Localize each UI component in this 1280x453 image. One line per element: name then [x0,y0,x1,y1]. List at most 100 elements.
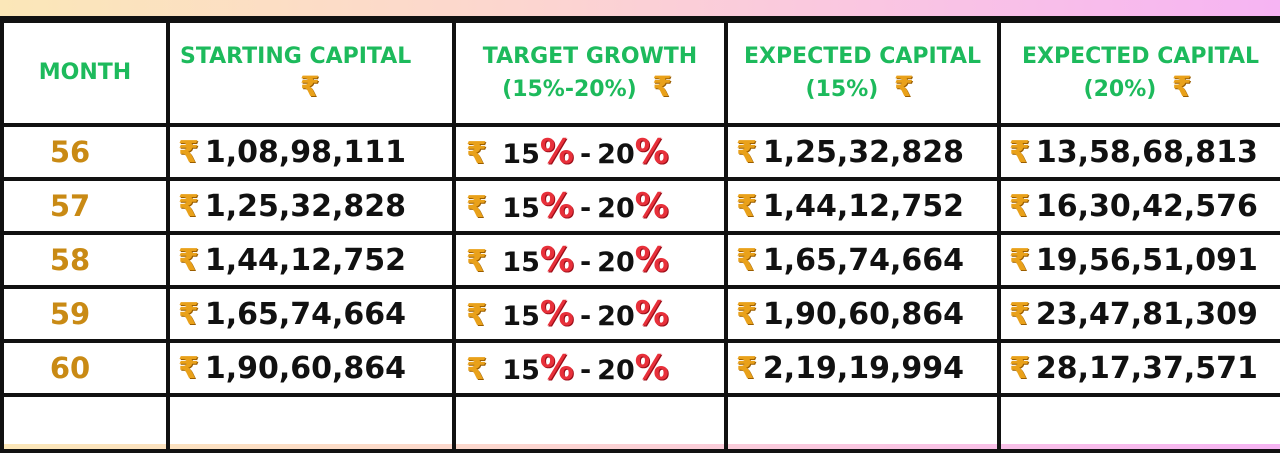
rupee-icon: ₹ [1009,188,1030,224]
growth-dash: - [579,247,592,278]
empty-row [0,393,1280,453]
table-row: 58 ₹1,44,12,752 ₹ 15% -20% ₹1,65,74,664 ₹… [0,231,1280,289]
rupee-icon: ₹ [178,296,199,332]
month-cell: 60 [0,339,170,397]
header-exp20-rate: (20%) [1083,76,1157,102]
rupee-icon: ₹ [466,352,487,387]
empty-cell [452,393,728,453]
table-body: 56 ₹1,08,98,111 ₹ 15% -20% ₹1,25,32,828 ₹… [0,123,1280,397]
header-starting-label: STARTING CAPITAL [180,43,412,69]
percent-icon: % [539,294,574,334]
percent-icon: % [634,186,669,226]
growth-high: 20 [597,301,635,332]
percent-icon: % [634,240,669,280]
expected-15-value: 1,25,32,828 [762,134,965,170]
capital-growth-table: MONTH STARTING CAPITAL ₹ TARGET GROWTH (… [0,19,1280,453]
growth-high: 20 [597,247,635,278]
growth-high: 20 [597,193,635,224]
expected-20-value: 23,47,81,309 [1035,296,1258,332]
month-value: 60 [49,351,91,385]
growth-low: 15 [502,301,540,332]
header-exp20-label: EXPECTED CAPITAL [1021,43,1260,69]
rupee-icon: ₹ [300,69,320,103]
rupee-icon: ₹ [178,242,199,278]
expected-15-cell: ₹1,44,12,752 [724,177,1001,235]
target-growth-cell: ₹ 15% -20% [452,339,728,397]
rupee-icon: ₹ [1009,350,1030,386]
rupee-icon: ₹ [466,190,487,225]
month-cell: 58 [0,231,170,289]
expected-15-value: 1,90,60,864 [762,296,965,332]
percent-icon: % [539,132,574,172]
rupee-icon: ₹ [178,350,199,386]
expected-15-value: 1,44,12,752 [762,188,965,224]
header-target-range: (15%-20%) [502,76,637,102]
percent-icon: % [539,186,574,226]
rupee-icon: ₹ [466,244,487,279]
percent-icon: % [634,348,669,388]
starting-capital-cell: ₹1,90,60,864 [166,339,456,397]
rupee-icon: ₹ [1009,134,1030,170]
growth-dash: - [579,355,592,386]
header-month: MONTH [0,19,170,127]
table-row: 59 ₹1,65,74,664 ₹ 15% -20% ₹1,90,60,864 ₹… [0,285,1280,343]
month-value: 57 [49,189,91,223]
rupee-icon: ₹ [466,136,487,171]
rupee-icon: ₹ [893,69,914,103]
header-month-label: MONTH [38,60,132,85]
expected-20-value: 13,58,68,813 [1035,134,1258,170]
expected-20-value: 28,17,37,571 [1035,350,1258,386]
growth-low: 15 [502,247,540,278]
empty-cell [724,393,1001,453]
expected-20-cell: ₹16,30,42,576 [997,177,1280,235]
rupee-icon: ₹ [1171,69,1192,103]
percent-icon: % [539,240,574,280]
header-expected-20: EXPECTED CAPITAL (20%) ₹ [997,19,1280,127]
expected-20-cell: ₹13,58,68,813 [997,123,1280,181]
expected-20-cell: ₹19,56,51,091 [997,231,1280,289]
starting-capital-value: 1,25,32,828 [204,188,407,224]
expected-15-cell: ₹1,65,74,664 [724,231,1001,289]
header-target-label: TARGET GROWTH [482,43,698,69]
month-cell: 56 [0,123,170,181]
expected-20-cell: ₹23,47,81,309 [997,285,1280,343]
rupee-icon: ₹ [1009,296,1030,332]
month-value: 56 [49,135,91,169]
growth-dash: - [579,193,592,224]
percent-icon: % [634,132,669,172]
empty-cell [997,393,1280,453]
rupee-icon: ₹ [736,188,757,224]
target-growth-cell: ₹ 15% -20% [452,285,728,343]
starting-capital-value: 1,08,98,111 [204,134,407,170]
rupee-icon: ₹ [736,242,757,278]
rupee-icon: ₹ [652,69,672,103]
rupee-icon: ₹ [1009,242,1030,278]
month-cell: 57 [0,177,170,235]
header-starting-capital: STARTING CAPITAL ₹ [166,19,456,127]
rupee-icon: ₹ [178,188,199,224]
expected-20-value: 16,30,42,576 [1035,188,1258,224]
target-growth-cell: ₹ 15% -20% [452,123,728,181]
expected-15-value: 2,19,19,994 [762,350,965,386]
growth-low: 15 [502,193,540,224]
table-row: 56 ₹1,08,98,111 ₹ 15% -20% ₹1,25,32,828 ₹… [0,123,1280,181]
rupee-icon: ₹ [736,296,757,332]
target-growth-cell: ₹ 15% -20% [452,177,728,235]
header-row: MONTH STARTING CAPITAL ₹ TARGET GROWTH (… [0,19,1280,127]
header-exp15-label: EXPECTED CAPITAL [743,43,982,69]
growth-high: 20 [597,139,635,170]
rupee-icon: ₹ [736,134,757,170]
table-row: 60 ₹1,90,60,864 ₹ 15% -20% ₹2,19,19,994 ₹… [0,339,1280,397]
expected-15-cell: ₹1,25,32,828 [724,123,1001,181]
month-value: 59 [49,297,91,331]
rupee-icon: ₹ [466,298,487,333]
expected-20-cell: ₹28,17,37,571 [997,339,1280,397]
starting-capital-cell: ₹1,65,74,664 [166,285,456,343]
growth-dash: - [579,301,592,332]
starting-capital-value: 1,90,60,864 [204,350,407,386]
table-row: 57 ₹1,25,32,828 ₹ 15% -20% ₹1,44,12,752 ₹… [0,177,1280,235]
starting-capital-value: 1,44,12,752 [204,242,407,278]
starting-capital-value: 1,65,74,664 [204,296,407,332]
growth-low: 15 [502,355,540,386]
starting-capital-cell: ₹1,25,32,828 [166,177,456,235]
